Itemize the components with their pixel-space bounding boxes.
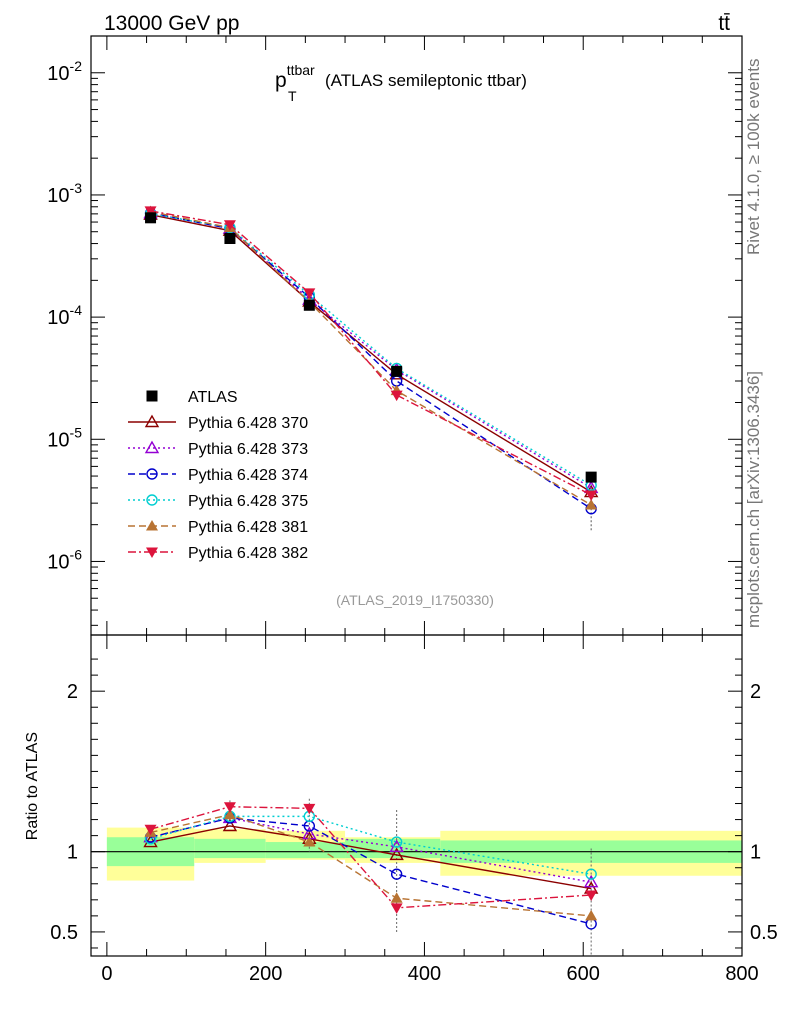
legend-marker — [146, 547, 158, 558]
mcplots-label: mcplots.cern.ch [arXiv:1306.3436] — [744, 370, 763, 628]
legend-marker — [144, 440, 160, 454]
legend-label: Pythia 6.428 382 — [188, 545, 308, 562]
ratio-data-point — [390, 868, 403, 880]
main-data-point — [585, 490, 598, 501]
main-series-6 — [144, 206, 598, 501]
main-y-tick-label: 10-2 — [47, 58, 82, 85]
main-data-point — [585, 498, 598, 510]
ratio-frame — [90, 634, 743, 957]
ratio-data-point — [390, 892, 403, 903]
ratio-y-tick-label-right: 0.5 — [750, 922, 778, 944]
inner-uncertainty-band — [265, 842, 346, 859]
legend-item: Pythia 6.428 374 — [128, 467, 308, 484]
ratio-y-axis-label: Ratio to ATLAS — [24, 732, 41, 840]
legend-marker — [146, 494, 158, 506]
ratio-data-point — [222, 818, 238, 832]
legend-item: Pythia 6.428 381 — [128, 519, 308, 536]
x-tick-label: 600 — [567, 963, 600, 985]
main-data-point — [223, 220, 236, 231]
legend-label: Pythia 6.428 370 — [188, 415, 308, 432]
ratio-data-point — [585, 909, 598, 921]
legend-item: ATLAS — [146, 389, 238, 406]
main-y-tick-label: 10-6 — [47, 546, 82, 573]
legend-marker — [146, 520, 158, 531]
main-series-line — [150, 210, 592, 506]
ratio-data-point — [583, 874, 599, 888]
ratio-y-tick-label-right: 1 — [750, 842, 761, 864]
main-series-0 — [145, 212, 597, 483]
ratio-series-line — [150, 815, 592, 875]
ratio-series-5 — [144, 802, 598, 914]
main-panel: 10-2 10-3 10-4 10-5 10-6 pttbar (ATLAS semilep… — [47, 35, 743, 636]
process-label: tt̄ — [718, 12, 730, 35]
main-y-tick-label: 10-3 — [47, 180, 82, 207]
x-tick-label: 800 — [725, 963, 758, 985]
chart-title: pttbar — [275, 62, 315, 92]
ratio-data-point — [585, 918, 597, 930]
legend-label: ATLAS — [188, 389, 238, 406]
main-data-point — [144, 206, 157, 217]
ratio-panel: 0.5 0.5 1 1 2 2 0 200 400 600 800 Ratio to ATLAS — [24, 634, 778, 985]
x-tick-label: 0 — [101, 963, 112, 985]
legend-marker — [146, 468, 158, 480]
legend-item: Pythia 6.428 370 — [128, 414, 308, 432]
ratio-y-tick-label: 0.5 — [50, 922, 78, 944]
ratio-data-point — [390, 903, 403, 914]
main-data-point — [390, 390, 403, 402]
legend-item: Pythia 6.428 382 — [128, 545, 308, 562]
legend-label: Pythia 6.428 374 — [188, 467, 308, 484]
ratio-y-tick-label: 1 — [67, 842, 78, 864]
main-y-tick-label: 10-5 — [47, 424, 82, 451]
main-data-point — [585, 471, 597, 483]
main-y-tick-label: 10-4 — [47, 302, 82, 329]
ratio-data-point — [223, 802, 236, 813]
legend-label: Pythia 6.428 381 — [188, 519, 308, 536]
legend: ATLAS Pythia 6.428 370 Pythia 6.428 373 Pyt… — [128, 389, 308, 562]
inner-uncertainty-band — [194, 838, 266, 859]
legend-label: Pythia 6.428 375 — [188, 493, 308, 510]
main-data-point — [391, 365, 403, 377]
main-series-line — [150, 212, 592, 510]
ratio-data-point — [389, 847, 404, 861]
chart-title-subscript: T — [288, 88, 297, 104]
main-series-line — [150, 212, 592, 489]
ratio-data-point — [390, 836, 403, 848]
legend-item: Pythia 6.428 373 — [128, 440, 308, 458]
main-data-point — [303, 299, 315, 311]
ratio-y-tick-label-right: 2 — [750, 681, 761, 703]
analysis-id: (ATLAS_2019_I1750330) — [336, 592, 494, 608]
main-data-point — [145, 212, 157, 224]
main-data-point — [390, 375, 403, 387]
legend-item: Pythia 6.428 375 — [128, 493, 308, 510]
x-tick-label: 200 — [249, 963, 282, 985]
legend-marker — [146, 390, 158, 402]
chart-title-rest: (ATLAS semileptonic ttbar) — [325, 71, 527, 90]
x-tick-label: 400 — [408, 963, 441, 985]
ratio-data-point — [303, 803, 316, 815]
main-data-point — [303, 288, 316, 299]
main-series-line — [150, 210, 592, 496]
main-data-point — [224, 233, 236, 245]
energy-label: 13000 GeV pp — [104, 12, 239, 35]
ratio-data-point — [585, 890, 598, 902]
ratio-data-point — [303, 836, 316, 847]
ratio-y-tick-label: 2 — [67, 681, 78, 703]
rivet-label: Rivet 4.1.0, ≥ 100k events — [744, 58, 763, 255]
legend-label: Pythia 6.428 373 — [188, 441, 308, 458]
ratio-data-point — [144, 824, 157, 836]
ratio-series-line — [150, 817, 592, 883]
legend-marker — [144, 414, 160, 428]
ratio-data-point — [223, 808, 236, 820]
ratio-data-point — [585, 868, 597, 880]
